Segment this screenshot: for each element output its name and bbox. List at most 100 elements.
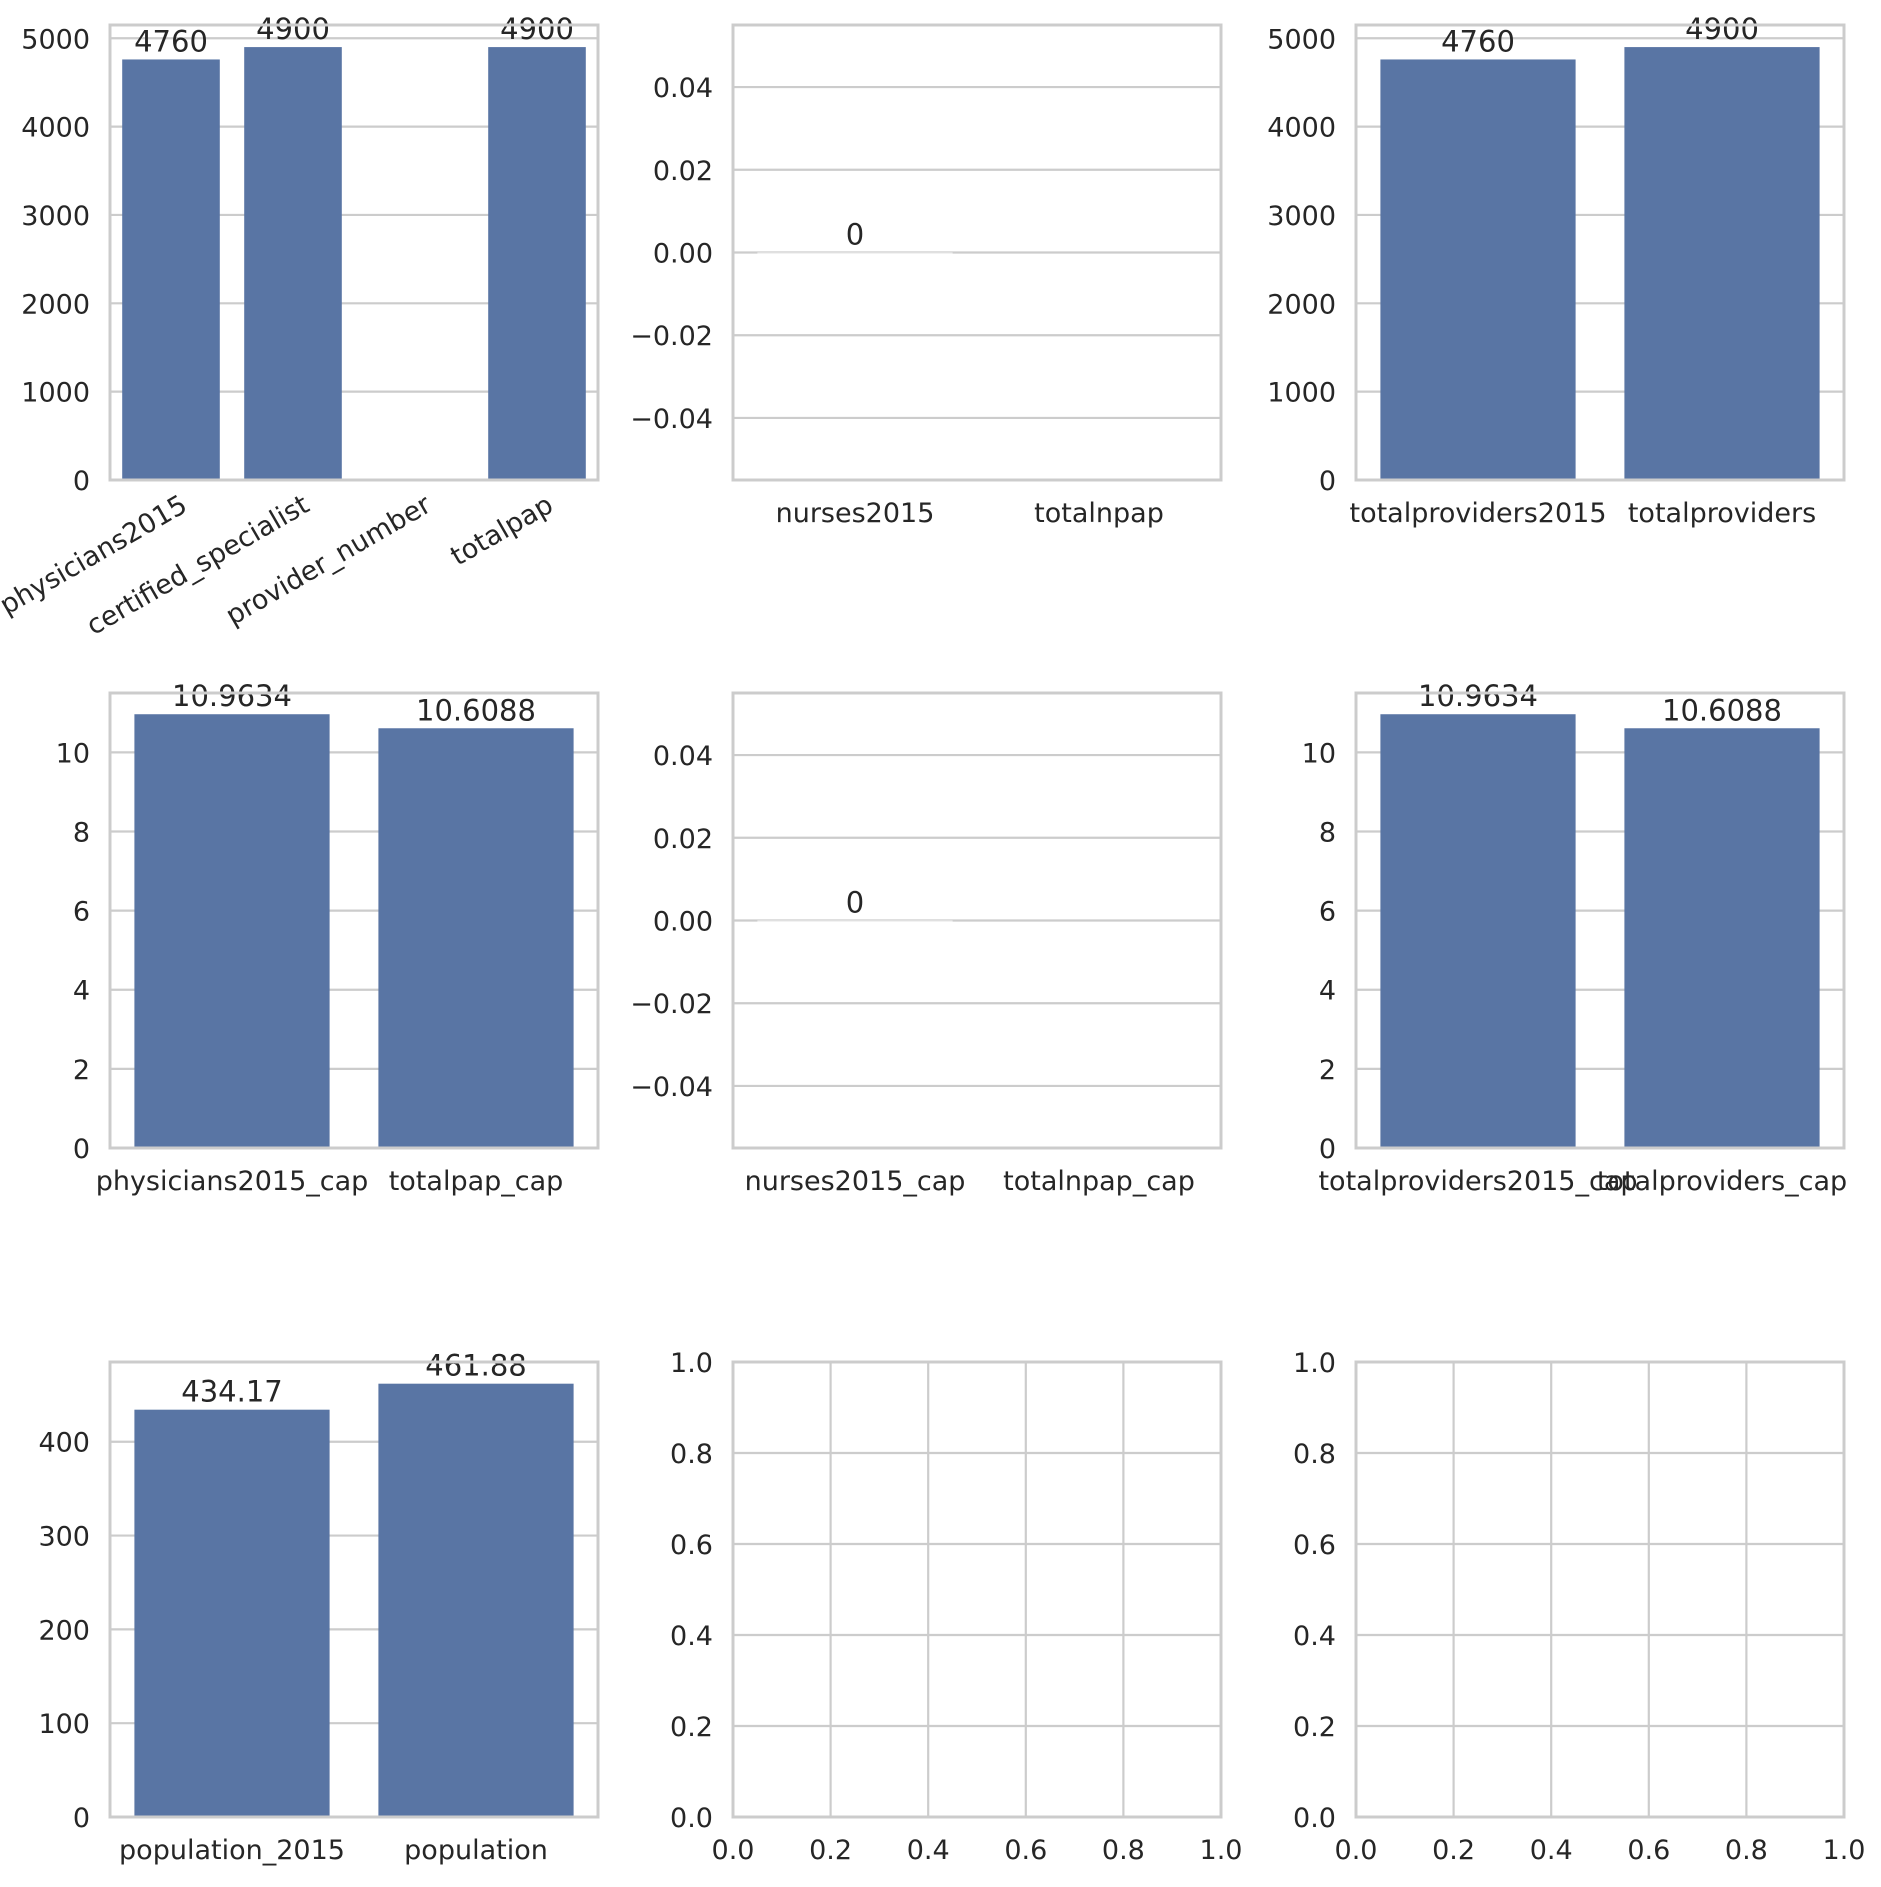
y-tick-label: 0.4 <box>670 1621 713 1652</box>
y-tick-label: 0.8 <box>670 1439 713 1470</box>
data-label: 4760 <box>1441 24 1515 58</box>
axes-frame <box>731 691 1223 1150</box>
subplot-6: 0 2 4 6 8 10 10.9634 totalproviders2015_cap 10.6… <box>1302 679 1848 1197</box>
bar-physicians2015 <box>122 59 220 481</box>
y-tick-label: −0.02 <box>630 989 713 1020</box>
category-label: totalnpap_cap <box>1003 1166 1195 1197</box>
y-tick-label: 400 <box>38 1428 90 1459</box>
bar-nurses2015_cap <box>757 920 953 922</box>
subplot-3: 0 1000 2000 3000 4000 5000 4760 totalproviders2… <box>1267 12 1846 529</box>
subplot-8: 0.0 0.2 0.4 0.6 0.8 1.0 0.0 0.2 0.4 0.6 0.8 1.0 <box>670 1348 1242 1866</box>
y-tick-label: 4 <box>73 976 90 1007</box>
bar-totalproviders2015 <box>1380 59 1576 481</box>
x-tick-label: 0.0 <box>712 1835 755 1866</box>
y-tick-label: 100 <box>38 1709 90 1740</box>
data-label: 10.6088 <box>1662 693 1782 727</box>
y-tick-label: 6 <box>1319 897 1336 928</box>
bar-certified_specialist <box>244 47 342 481</box>
y-tick-label: 0.02 <box>653 824 713 855</box>
category-label: totalproviders_cap <box>1597 1166 1847 1197</box>
x-tick-label: 0.2 <box>809 1835 852 1866</box>
axes-frame <box>108 691 600 1150</box>
y-tick-label: −0.04 <box>630 1072 713 1103</box>
y-tick-label: 0.6 <box>670 1530 713 1561</box>
y-tick-label: 2000 <box>21 289 90 320</box>
x-tick-label: 0.6 <box>1004 1835 1047 1866</box>
y-tick-label: 8 <box>1319 817 1336 848</box>
data-label: 434.17 <box>181 1375 282 1409</box>
data-label: 10.6088 <box>416 693 536 727</box>
data-label: 4900 <box>256 12 330 46</box>
y-tick-label: 0 <box>73 466 90 497</box>
y-tick-label: 0.02 <box>653 156 713 187</box>
category-label: totalnpap <box>1034 498 1164 529</box>
y-tick-label: −0.04 <box>630 404 713 435</box>
bar-nurses2015 <box>757 252 953 254</box>
category-label: population <box>404 1835 548 1866</box>
x-tick-label: 0.4 <box>1530 1835 1573 1866</box>
y-tick-label: 0.8 <box>1293 1439 1336 1470</box>
subplot-7: 0 100 200 300 400 434.17 population_2015 461.88… <box>38 1349 600 1866</box>
bar-physicians2015_cap <box>134 714 330 1148</box>
subplot-4: 0 2 4 6 8 10 10.9634 physicians2015_cap 10.6088 t… <box>56 679 600 1197</box>
y-tick-label: 0 <box>1319 1134 1336 1165</box>
y-tick-label: 4000 <box>21 113 90 144</box>
axes-frame <box>108 23 600 482</box>
data-label: 0 <box>846 218 864 252</box>
data-label: 10.9634 <box>172 679 292 713</box>
y-tick-label: 3000 <box>21 201 90 232</box>
x-tick-label: 0.2 <box>1432 1835 1475 1866</box>
category-label: totalpap_cap <box>389 1166 564 1197</box>
category-label: nurses2015 <box>776 498 935 529</box>
x-tick-label: 0.6 <box>1627 1835 1670 1866</box>
axes-frame <box>731 23 1223 482</box>
x-tick-label: 0.8 <box>1725 1835 1768 1866</box>
category-label: totalproviders <box>1628 498 1816 529</box>
subplot-2: −0.04 −0.02 0.00 0.02 0.04 0 nurses2015 totalnp… <box>630 23 1223 529</box>
bar-population_2015 <box>134 1409 330 1817</box>
data-label: 4760 <box>134 24 208 58</box>
y-tick-label: 5000 <box>1267 24 1336 55</box>
y-tick-label: 6 <box>73 897 90 928</box>
y-tick-label: 0.4 <box>1293 1621 1336 1652</box>
bar-totalproviders_cap <box>1624 728 1820 1148</box>
y-tick-label: 10 <box>1302 738 1336 769</box>
y-tick-label: 0.00 <box>653 239 713 270</box>
data-label: 0 <box>846 886 864 920</box>
y-tick-label: 0 <box>73 1134 90 1165</box>
y-tick-label: 1000 <box>21 378 90 409</box>
bar-totalpap_cap <box>378 728 574 1148</box>
y-tick-label: 300 <box>38 1522 90 1553</box>
y-tick-label: 2 <box>1319 1055 1336 1086</box>
y-tick-label: 1000 <box>1267 378 1336 409</box>
y-tick-label: 3000 <box>1267 201 1336 232</box>
y-tick-label: 200 <box>38 1615 90 1646</box>
x-tick-label: 0.0 <box>1335 1835 1378 1866</box>
x-tick-label: 1.0 <box>1200 1835 1243 1866</box>
y-tick-label: 0.04 <box>653 73 713 104</box>
y-tick-label: 5000 <box>21 24 90 55</box>
x-tick-label: 1.0 <box>1823 1835 1866 1866</box>
y-tick-label: 0.0 <box>1293 1803 1336 1834</box>
y-tick-label: 2000 <box>1267 289 1336 320</box>
data-label: 461.88 <box>425 1349 526 1383</box>
data-label: 10.9634 <box>1418 679 1538 713</box>
y-tick-label: 0.2 <box>670 1712 713 1743</box>
subplot-5: −0.04 −0.02 0.00 0.02 0.04 0 nurses2015_cap tot… <box>630 691 1223 1197</box>
category-label: nurses2015_cap <box>745 1166 966 1197</box>
y-tick-label: 0 <box>1319 466 1336 497</box>
y-tick-label: 8 <box>73 817 90 848</box>
category-label: population_2015 <box>119 1835 345 1866</box>
y-tick-label: 0.0 <box>670 1803 713 1834</box>
axes-frame <box>108 1360 600 1819</box>
y-tick-label: 1.0 <box>1293 1348 1336 1379</box>
y-tick-label: 0.00 <box>653 907 713 938</box>
axes-frame <box>1354 1360 1846 1819</box>
category-label: totalproviders2015 <box>1349 498 1606 529</box>
category-label: totalproviders2015_cap <box>1318 1166 1637 1197</box>
y-tick-label: 4 <box>1319 976 1336 1007</box>
y-tick-label: 0.04 <box>653 741 713 772</box>
axes-frame <box>1354 23 1846 482</box>
